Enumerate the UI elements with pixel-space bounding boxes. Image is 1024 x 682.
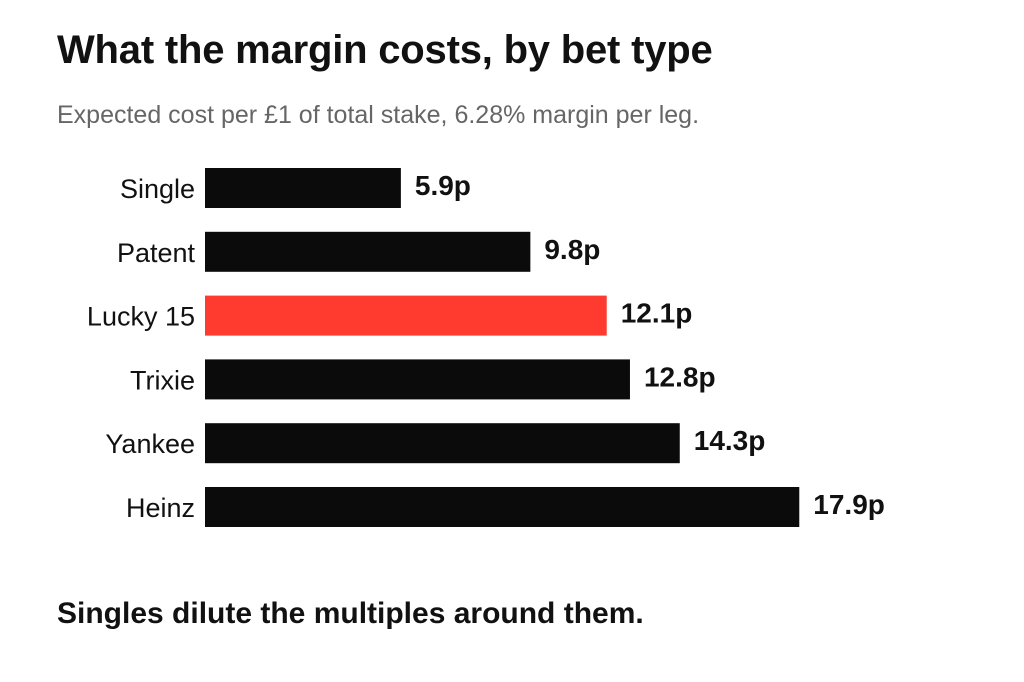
value-label-lucky-15: 12.1p (621, 298, 693, 329)
category-label-heinz: Heinz (126, 493, 195, 523)
category-label-single: Single (120, 174, 195, 204)
chart-title: What the margin costs, by bet type (57, 28, 713, 72)
bar-chart: Single 5.9p Patent 9.8p Lucky 15 12.1p Trixie 1… (87, 168, 885, 527)
chart-subtitle: Expected cost per £1 of total stake, 6.2… (57, 101, 700, 129)
bar-row-single: Single 5.9p (120, 168, 471, 208)
value-label-heinz: 17.9p (813, 489, 885, 520)
bar-lucky-15 (205, 295, 607, 336)
category-label-yankee: Yankee (105, 429, 195, 459)
category-label-lucky-15: Lucky 15 (87, 302, 195, 332)
bar-trixie (205, 359, 630, 400)
bar-row-lucky-15: Lucky 15 12.1p (87, 295, 693, 336)
bar-row-yankee: Yankee 14.3p (105, 423, 766, 464)
value-label-single: 5.9p (415, 170, 471, 201)
bar-single (205, 168, 401, 208)
bar-row-heinz: Heinz 17.9p (126, 487, 885, 527)
category-label-patent: Patent (117, 238, 196, 268)
value-label-yankee: 14.3p (694, 425, 766, 456)
chart-footnote: Singles dilute the multiples around them… (57, 597, 644, 630)
category-label-trixie: Trixie (130, 365, 195, 395)
bar-heinz (205, 487, 800, 527)
value-label-trixie: 12.8p (644, 361, 716, 392)
bar-patent (205, 231, 531, 272)
bar-row-patent: Patent 9.8p (117, 231, 600, 272)
value-label-patent: 9.8p (544, 234, 600, 265)
bar-row-trixie: Trixie 12.8p (130, 359, 716, 400)
bar-yankee (205, 423, 680, 464)
